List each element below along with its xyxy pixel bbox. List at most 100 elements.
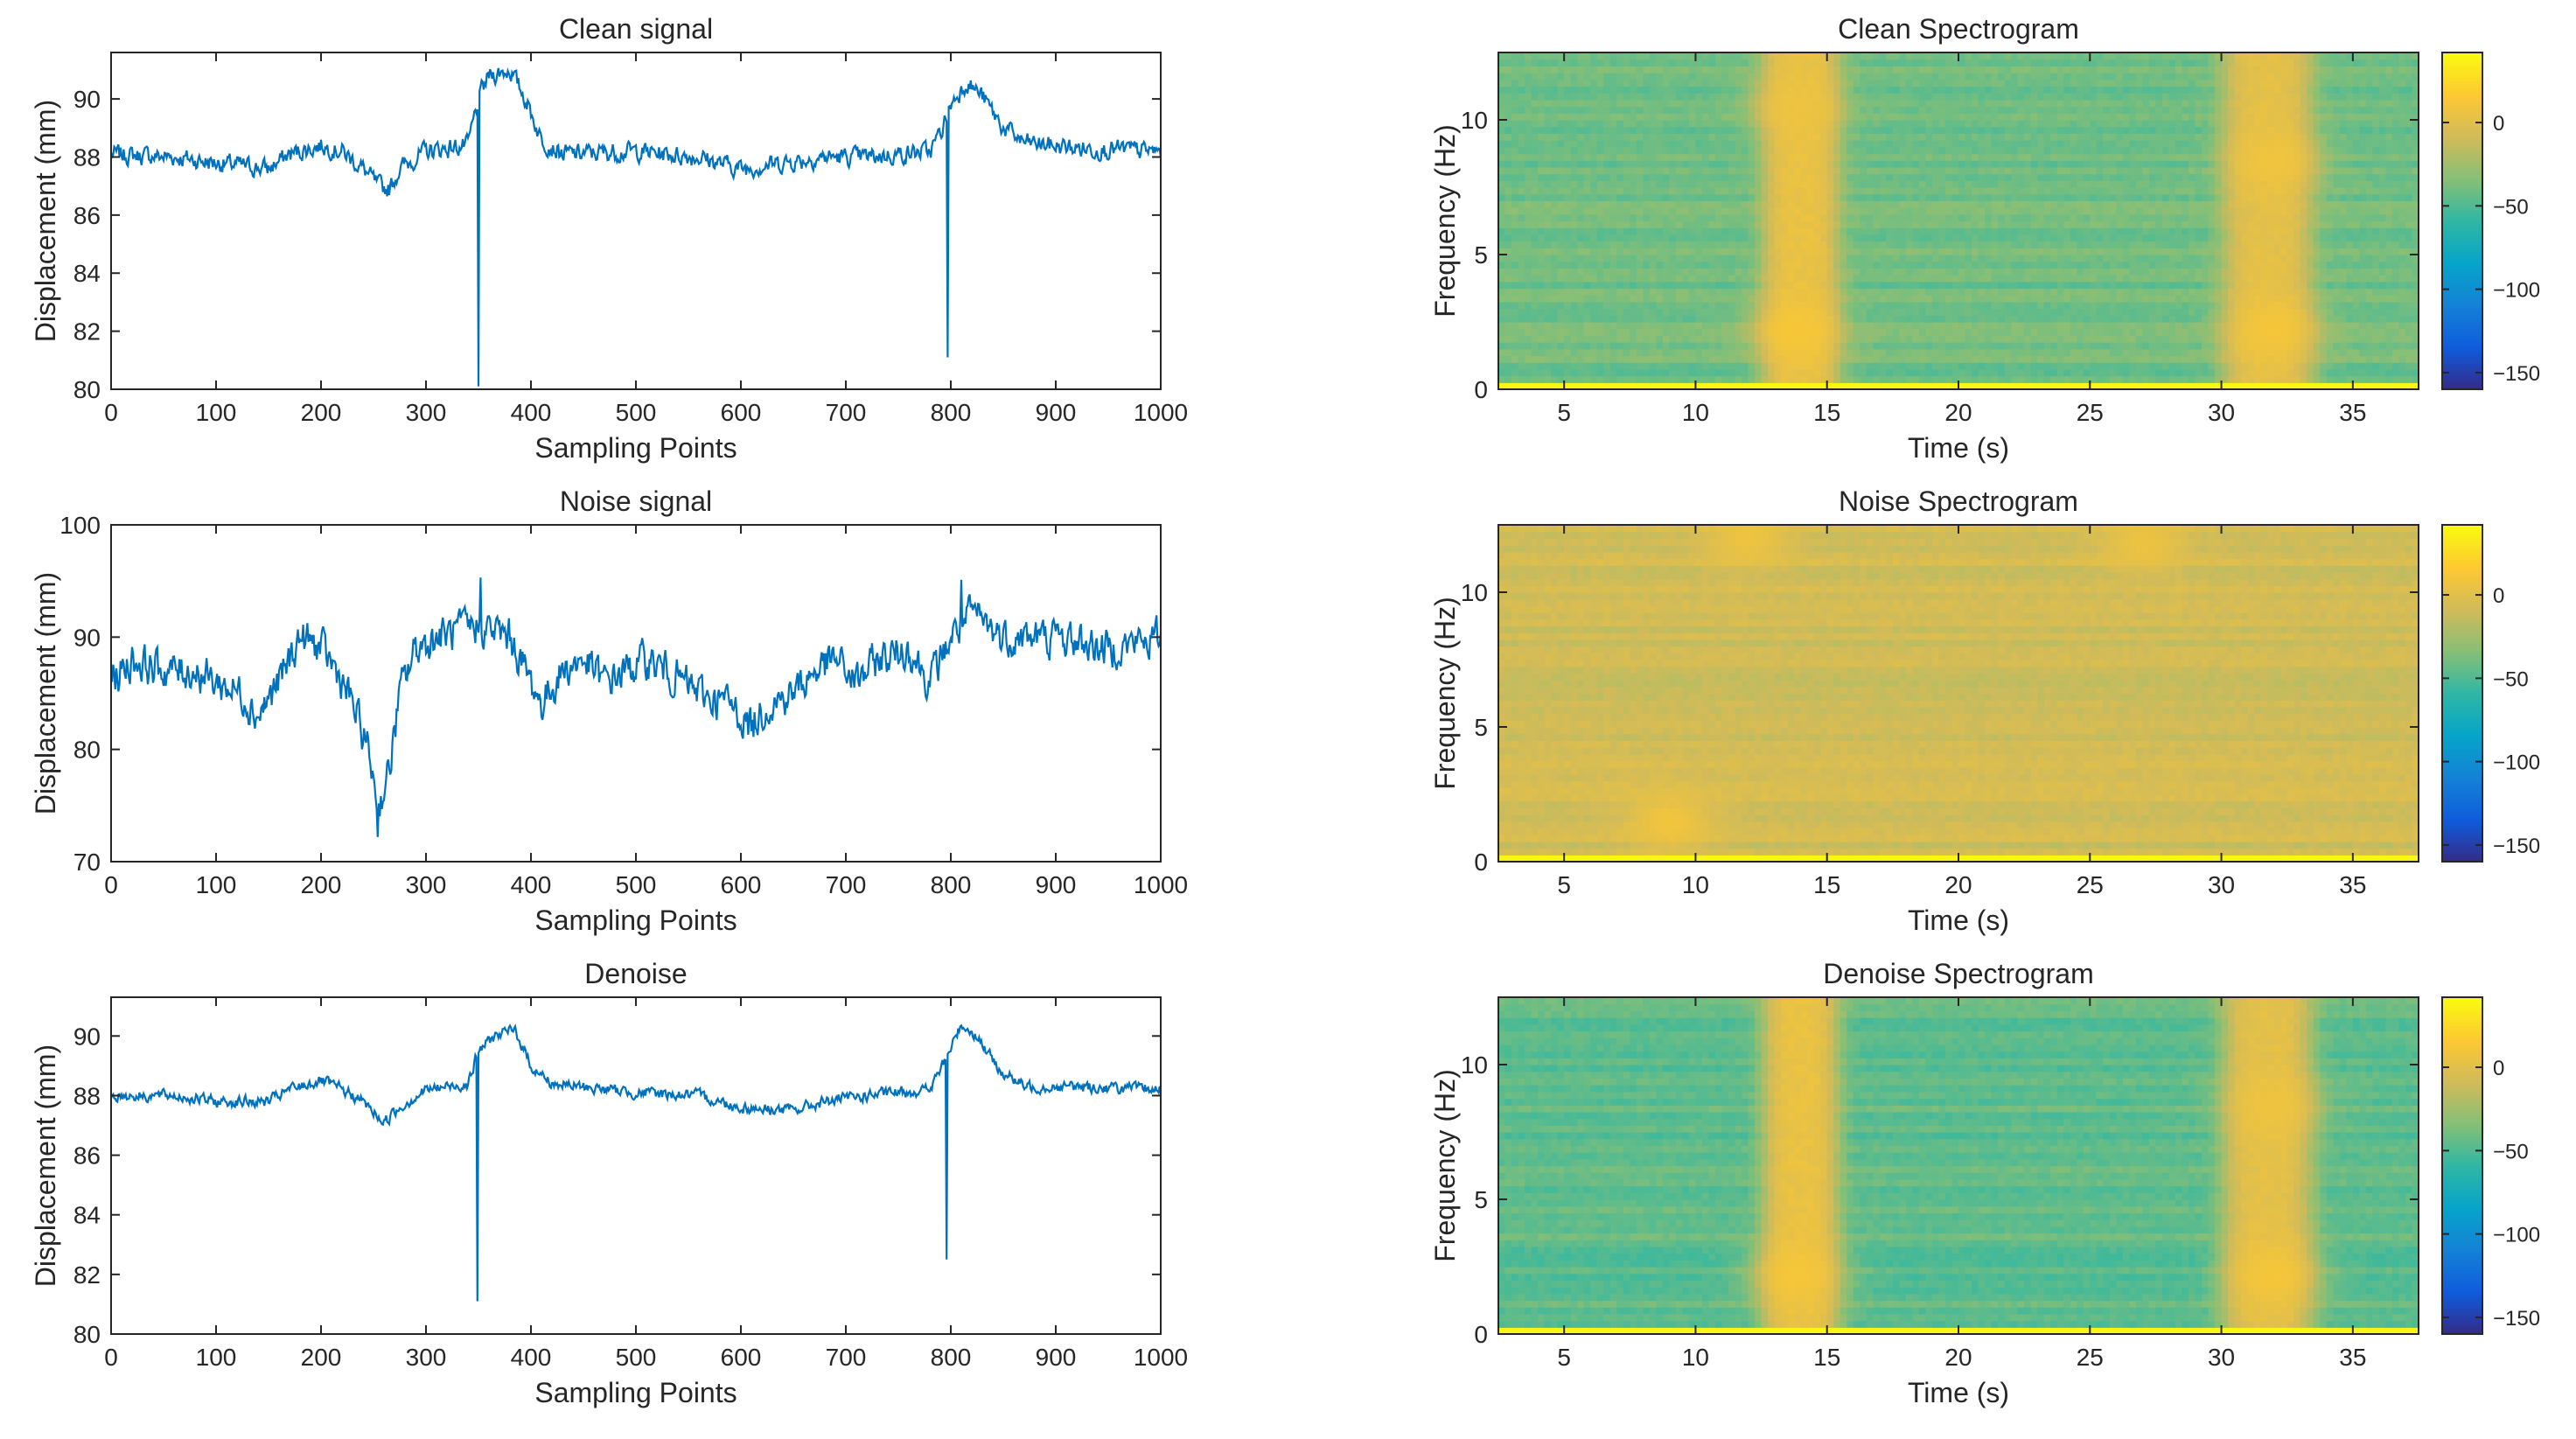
heatmap-cell bbox=[1879, 193, 1887, 201]
heatmap-cell bbox=[2189, 295, 2196, 303]
heatmap-cell bbox=[2391, 268, 2400, 276]
heatmap-cell bbox=[2320, 187, 2328, 195]
heatmap-cell bbox=[2273, 160, 2281, 168]
heatmap-cell bbox=[1596, 160, 1604, 168]
heatmap-cell bbox=[1721, 153, 1729, 161]
heatmap-cell bbox=[2267, 368, 2275, 377]
heatmap-cell bbox=[1538, 301, 1546, 310]
heatmap-cell bbox=[1781, 322, 1789, 330]
heatmap-cell bbox=[1972, 301, 1979, 310]
heatmap-cell bbox=[2195, 295, 2203, 303]
heatmap-cell bbox=[1504, 227, 1512, 235]
heatmap-cell bbox=[2228, 255, 2236, 262]
heatmap-cell bbox=[1511, 295, 1519, 303]
heatmap-cell bbox=[2135, 241, 2143, 248]
heatmap-cell bbox=[2280, 213, 2288, 222]
heatmap-cell bbox=[1781, 342, 1789, 350]
heatmap-cell bbox=[1504, 342, 1512, 350]
heatmap-cell bbox=[1807, 375, 1815, 383]
heatmap-cell bbox=[2215, 180, 2223, 188]
heatmap-cell bbox=[1918, 315, 1927, 323]
heatmap-cell bbox=[1498, 207, 1506, 215]
heatmap-cell bbox=[1603, 193, 1611, 201]
heatmap-cell bbox=[1853, 213, 1860, 222]
heatmap-cell bbox=[1846, 268, 1854, 276]
heatmap-cell bbox=[1616, 335, 1624, 343]
heatmap-cell bbox=[2412, 220, 2419, 228]
heatmap-cell bbox=[2346, 308, 2354, 316]
heatmap-cell bbox=[1886, 382, 1894, 390]
heatmap-cell bbox=[2161, 301, 2170, 310]
heatmap-cell bbox=[2011, 200, 2019, 208]
heatmap-cell bbox=[2372, 301, 2380, 310]
heatmap-cell bbox=[1735, 241, 1742, 248]
heatmap-cell bbox=[2103, 275, 2111, 283]
heatmap-cell bbox=[2372, 335, 2380, 343]
heatmap-cell bbox=[1701, 342, 1710, 350]
heatmap-cell bbox=[1944, 207, 1953, 215]
heatmap-cell bbox=[1498, 261, 1506, 269]
heatmap-cell bbox=[1846, 295, 1854, 303]
heatmap-cell bbox=[2346, 348, 2354, 357]
heatmap-cell bbox=[2378, 160, 2387, 168]
heatmap-cell bbox=[1656, 335, 1664, 343]
heatmap-cell bbox=[2070, 281, 2077, 290]
heatmap-cell bbox=[1531, 308, 1539, 316]
heatmap-cell bbox=[1860, 382, 1867, 390]
heatmap-cell bbox=[2129, 180, 2137, 188]
heatmap-cell bbox=[1755, 261, 1763, 269]
heatmap-cell bbox=[2037, 248, 2045, 255]
heatmap-cell bbox=[2293, 248, 2301, 255]
heatmap-cell bbox=[1531, 382, 1539, 390]
heatmap-cell bbox=[2202, 328, 2209, 336]
heatmap-cell bbox=[1768, 261, 1776, 269]
heatmap-cell bbox=[2011, 342, 2019, 350]
heatmap-cell bbox=[1761, 160, 1769, 168]
heatmap-cell bbox=[1840, 173, 1847, 181]
heatmap-cell bbox=[2155, 301, 2163, 310]
heatmap-cell bbox=[2273, 301, 2281, 310]
heatmap-cell bbox=[1708, 187, 1716, 195]
heatmap-cell bbox=[1570, 281, 1578, 290]
heatmap-cell bbox=[1761, 335, 1769, 343]
heatmap-cell bbox=[2293, 355, 2301, 363]
heatmap-cell bbox=[2320, 241, 2328, 248]
heatmap-cell bbox=[2168, 295, 2176, 303]
heatmap-cell bbox=[1755, 281, 1763, 290]
heatmap-cell bbox=[2077, 180, 2084, 188]
heatmap-cell bbox=[2122, 193, 2130, 201]
heatmap-cell bbox=[2195, 275, 2203, 283]
heatmap-cell bbox=[1538, 248, 1546, 255]
heatmap-cell bbox=[1564, 180, 1572, 188]
heatmap-cell bbox=[2096, 160, 2104, 168]
heatmap-cell bbox=[2077, 200, 2084, 208]
heatmap-cell bbox=[1662, 180, 1670, 188]
heatmap-cell bbox=[1675, 193, 1683, 201]
heatmap-cell bbox=[1636, 275, 1644, 283]
heatmap-cell bbox=[2208, 261, 2216, 269]
heatmap-cell bbox=[1860, 227, 1867, 235]
heatmap-cell bbox=[1656, 234, 1664, 242]
series-line bbox=[111, 577, 1161, 837]
heatmap-cell bbox=[2267, 220, 2275, 228]
heatmap-cell bbox=[2083, 193, 2091, 201]
heatmap-cell bbox=[2300, 166, 2307, 175]
heatmap-cell bbox=[2339, 234, 2347, 242]
heatmap-cell bbox=[1590, 308, 1598, 316]
heatmap-cell bbox=[2056, 193, 2064, 201]
heatmap-cell bbox=[1944, 220, 1953, 228]
heatmap-cell bbox=[2202, 295, 2209, 303]
heatmap-cell bbox=[2280, 248, 2288, 255]
heatmap-cell bbox=[1899, 355, 1907, 363]
heatmap-cell bbox=[1735, 322, 1742, 330]
heatmap-cell bbox=[2030, 248, 2038, 255]
heatmap-cell bbox=[1551, 207, 1559, 215]
heatmap-cell bbox=[1866, 166, 1874, 175]
clean-signal-panel: 0 100 200 300 400 500 600 700 800 900 100080828486… bbox=[30, 13, 1188, 464]
heatmap-cell bbox=[2228, 268, 2236, 276]
heatmap-cell bbox=[1544, 382, 1552, 390]
heatmap-cell bbox=[2412, 213, 2419, 222]
heatmap-cell bbox=[1577, 207, 1585, 215]
heatmap-cell bbox=[1972, 268, 1979, 276]
heatmap-cell bbox=[1551, 335, 1559, 343]
